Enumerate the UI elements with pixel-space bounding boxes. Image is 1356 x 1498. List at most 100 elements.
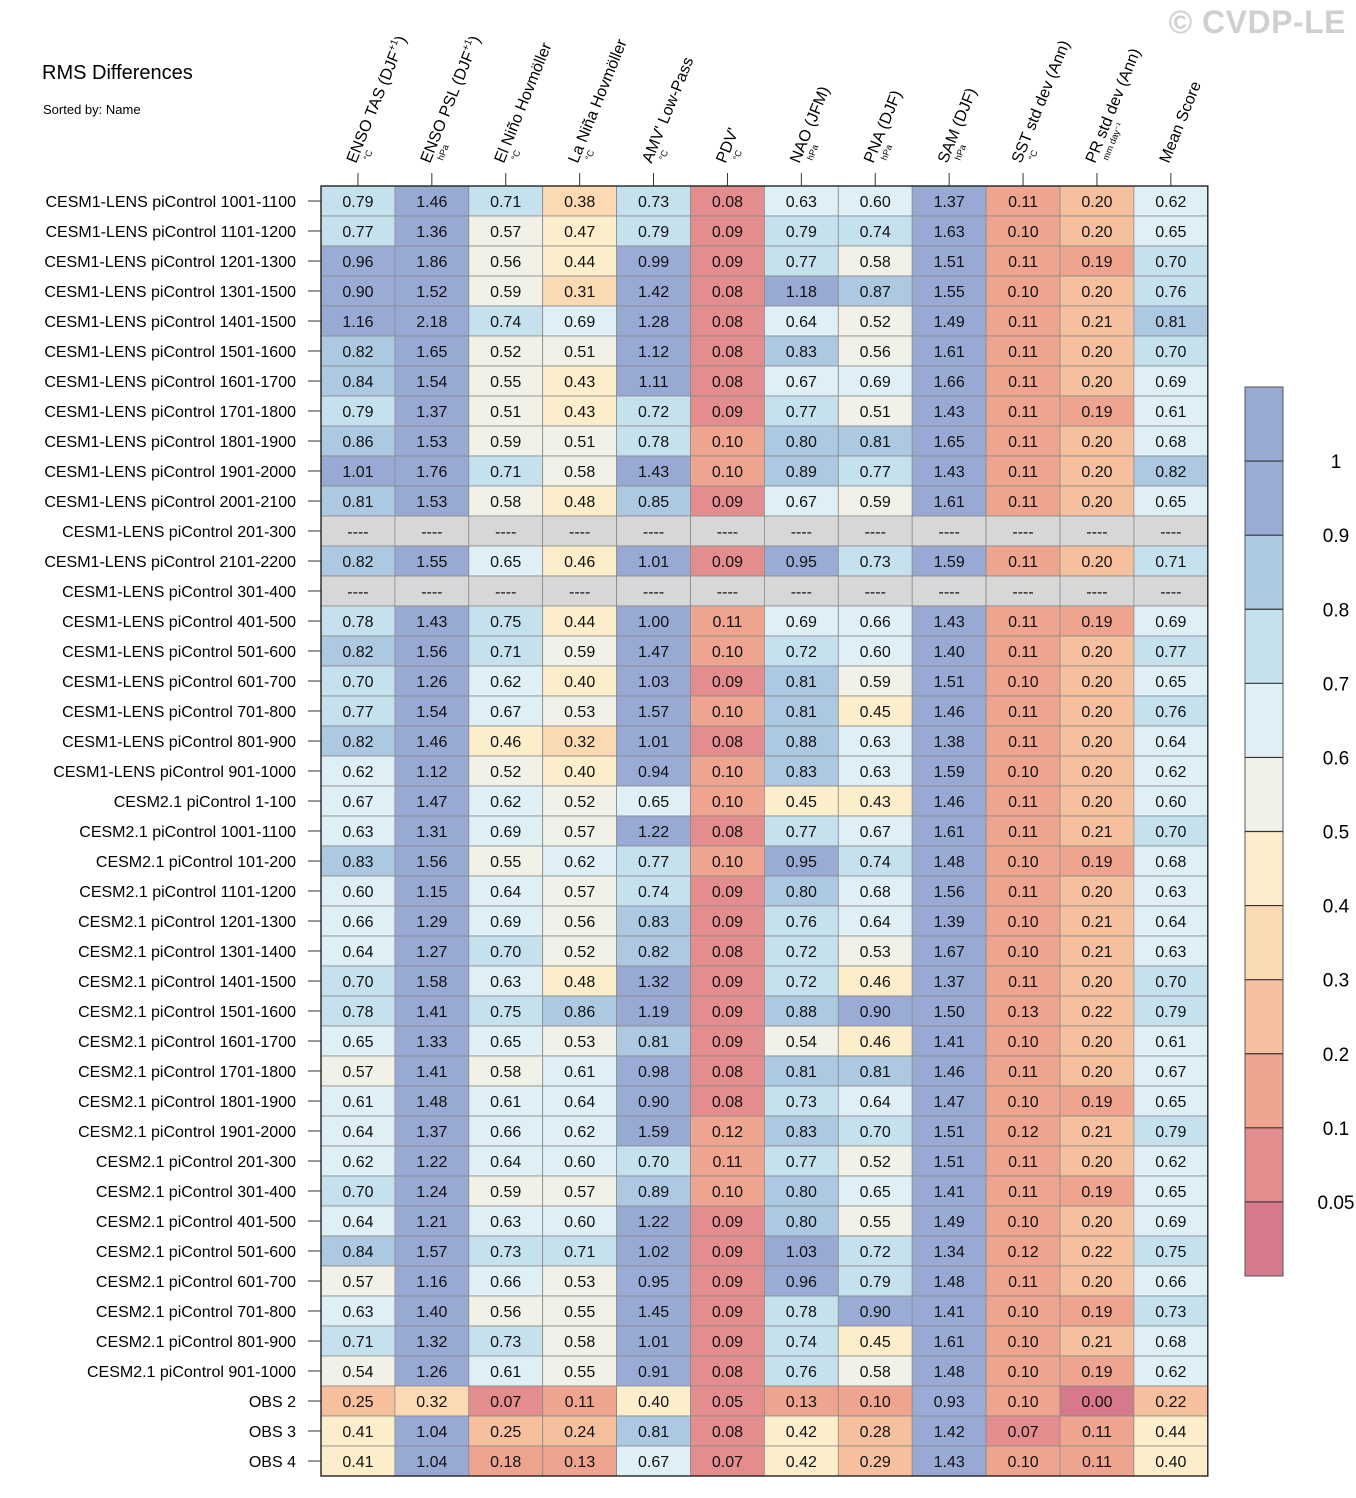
cell-value-label: 0.81 bbox=[638, 1424, 669, 1441]
cell-value-label: 0.71 bbox=[490, 464, 521, 481]
cell-value-label: 1.41 bbox=[934, 1184, 965, 1201]
cell-value-label: 0.20 bbox=[1081, 794, 1112, 811]
heatmap-cell bbox=[690, 305, 765, 337]
heatmap-cell bbox=[542, 575, 618, 607]
heatmap-cell bbox=[911, 515, 987, 547]
cell-value-label: 0.07 bbox=[1007, 1424, 1038, 1441]
cell-value-label: 0.11 bbox=[1082, 1424, 1112, 1441]
heatmap-cell bbox=[542, 875, 618, 907]
row-label: CESM1-LENS piControl 1201-1300 bbox=[44, 254, 296, 271]
heatmap-cell bbox=[616, 935, 691, 967]
cell-value-label: 0.64 bbox=[786, 314, 817, 331]
heatmap-cell bbox=[985, 785, 1061, 817]
row-label: CESM1-LENS piControl 401-500 bbox=[62, 614, 296, 631]
cell-value-label: 1.31 bbox=[416, 824, 447, 841]
cell-value-label: 0.11 bbox=[1008, 434, 1038, 451]
colorbar-tick-label: 0.05 bbox=[1318, 1193, 1355, 1214]
heatmap-cell bbox=[616, 515, 691, 547]
cell-value-label: ---- bbox=[938, 584, 959, 601]
heatmap-cell bbox=[764, 935, 839, 967]
heatmap-cell bbox=[320, 815, 396, 847]
heatmap-cell bbox=[468, 1055, 544, 1087]
cell-value-label: 0.08 bbox=[712, 1094, 743, 1111]
heatmap-cell bbox=[468, 335, 544, 367]
heatmap-cell bbox=[985, 425, 1061, 457]
cell-value-label: 0.62 bbox=[564, 854, 595, 871]
column-unit-label: °C bbox=[1027, 148, 1040, 162]
cell-value-label: 0.56 bbox=[490, 254, 521, 271]
cell-value-label: 0.79 bbox=[860, 1274, 891, 1291]
heatmap-cell bbox=[1059, 395, 1135, 427]
cell-value-label: 0.62 bbox=[1155, 1154, 1186, 1171]
cell-value-label: 0.10 bbox=[1007, 764, 1038, 781]
cell-value-label: 1.59 bbox=[934, 554, 965, 571]
heatmap-cell bbox=[1133, 695, 1209, 727]
heatmap-cell bbox=[837, 1055, 913, 1087]
cell-value-label: 0.75 bbox=[1155, 1244, 1186, 1261]
cell-value-label: 0.10 bbox=[1007, 1034, 1038, 1051]
heatmap-cell bbox=[394, 1235, 470, 1267]
cell-value-label: 0.09 bbox=[712, 1274, 743, 1291]
heatmap-cell bbox=[616, 245, 691, 277]
heatmap-cell bbox=[690, 1385, 765, 1417]
colorbar-segment bbox=[1245, 831, 1283, 906]
cell-value-label: 0.08 bbox=[712, 1364, 743, 1381]
cell-value-label: 0.80 bbox=[786, 1214, 817, 1231]
row-label: CESM1-LENS piControl 1501-1600 bbox=[44, 344, 296, 361]
cell-value-label: 0.10 bbox=[1007, 1454, 1038, 1471]
heatmap-cell bbox=[911, 1055, 987, 1087]
cell-value-label: 0.60 bbox=[564, 1154, 595, 1171]
cell-value-label: 0.67 bbox=[342, 794, 373, 811]
row-label: CESM1-LENS piControl 201-300 bbox=[62, 524, 296, 541]
cell-value-label: 0.13 bbox=[564, 1454, 595, 1471]
cell-value-label: 1.41 bbox=[934, 1034, 965, 1051]
cell-value-label: 0.67 bbox=[638, 1454, 669, 1471]
heatmap-cell bbox=[911, 755, 987, 787]
row-label: CESM1-LENS piControl 2101-2200 bbox=[44, 554, 296, 571]
cell-value-label: 1.01 bbox=[638, 1334, 669, 1351]
heatmap-cell bbox=[320, 1415, 396, 1447]
heatmap-cell bbox=[690, 1445, 765, 1477]
cell-value-label: 0.57 bbox=[564, 884, 595, 901]
cell-value-label: 0.59 bbox=[860, 494, 891, 511]
heatmap-cell bbox=[468, 485, 544, 517]
cell-value-label: 0.86 bbox=[564, 1004, 595, 1021]
cell-value-label: 0.10 bbox=[712, 644, 743, 661]
cell-value-label: 0.73 bbox=[786, 1094, 817, 1111]
cell-value-label: 1.18 bbox=[786, 284, 817, 301]
heatmap-cell bbox=[320, 1265, 396, 1297]
cell-value-label: 0.61 bbox=[490, 1094, 521, 1111]
cell-value-label: 1.51 bbox=[934, 674, 965, 691]
cell-value-label: 0.81 bbox=[860, 434, 891, 451]
heatmap-cell bbox=[616, 605, 691, 637]
cell-value-label: 0.07 bbox=[712, 1454, 743, 1471]
cell-value-label: 0.20 bbox=[1081, 644, 1112, 661]
cell-value-label: 0.11 bbox=[565, 1394, 595, 1411]
cell-value-label: 0.64 bbox=[490, 884, 521, 901]
heatmap-cell bbox=[764, 605, 839, 637]
heatmap-cell bbox=[394, 995, 470, 1027]
cell-value-label: 1.46 bbox=[934, 704, 965, 721]
cell-value-label: 0.96 bbox=[786, 1274, 817, 1291]
cell-value-label: 0.77 bbox=[342, 704, 373, 721]
heatmap-cell bbox=[468, 635, 544, 667]
heatmap-cell bbox=[616, 1355, 691, 1387]
cell-value-label: 0.08 bbox=[712, 824, 743, 841]
heatmap-cell bbox=[837, 605, 913, 637]
heatmap-cell bbox=[320, 635, 396, 667]
heatmap-cell bbox=[690, 695, 765, 727]
colorbar-tick-label: 0.4 bbox=[1323, 897, 1350, 918]
heatmap-cell bbox=[690, 635, 765, 667]
heatmap-cell bbox=[468, 425, 544, 457]
column-label: Mean Score bbox=[1157, 79, 1205, 165]
heatmap-cell bbox=[985, 335, 1061, 367]
heatmap-cell bbox=[542, 515, 618, 547]
heatmap-cell bbox=[320, 425, 396, 457]
heatmap-cell bbox=[542, 215, 618, 247]
cell-value-label: 0.72 bbox=[786, 944, 817, 961]
heatmap-cell bbox=[542, 845, 618, 877]
heatmap-cell bbox=[1059, 515, 1135, 547]
cell-value-label: 0.72 bbox=[786, 644, 817, 661]
heatmap-cell bbox=[1059, 1115, 1135, 1147]
heatmap-cell bbox=[837, 215, 913, 247]
